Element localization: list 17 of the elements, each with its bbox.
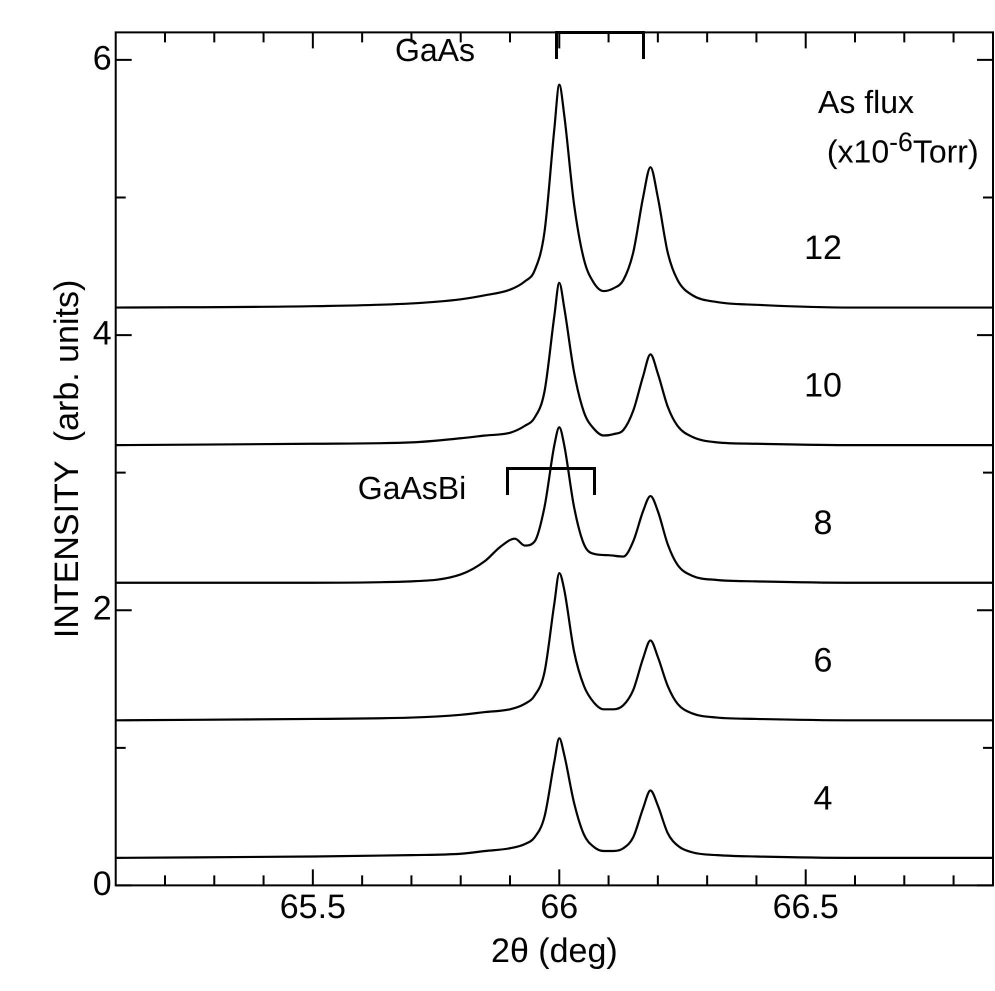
legend-title: As flux (x10$^{-6}$Torr): [818, 83, 979, 172]
y-tick-label: 6: [92, 39, 112, 78]
series-label: 10: [804, 366, 842, 405]
x-tick-label: 65.5: [280, 888, 346, 926]
series-label: 12: [804, 228, 842, 267]
y-axis-title: INTENSITY (arb. units): [48, 280, 86, 638]
series-label: 4: [814, 779, 832, 818]
series-label: 8: [814, 504, 832, 542]
x-tick-label: 66.5: [772, 888, 839, 926]
x-tick-label: 66: [540, 888, 578, 926]
y-tick-label: 0: [92, 864, 112, 903]
series-label: 6: [814, 642, 832, 680]
annotation: GaAsBi: [356, 470, 468, 506]
x-axis-title: 2θ (deg): [491, 932, 618, 970]
y-tick-label: 4: [92, 314, 112, 352]
annotation: GaAs: [394, 32, 476, 68]
y-tick-label: 2: [92, 590, 112, 628]
